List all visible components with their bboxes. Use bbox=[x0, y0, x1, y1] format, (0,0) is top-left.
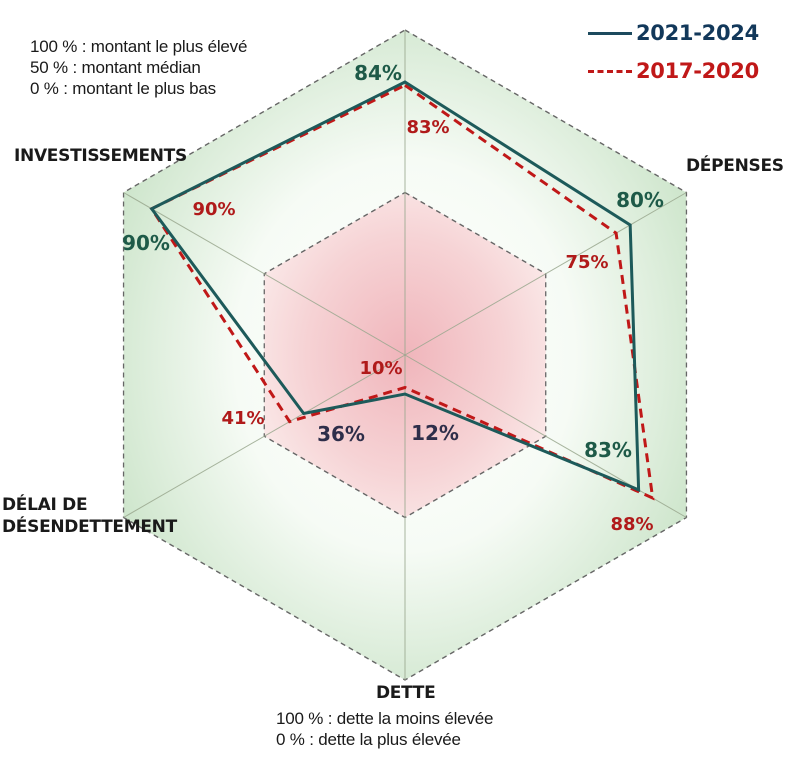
axis-label-investissements: INVESTISSEMENTS bbox=[14, 146, 187, 166]
legend-label: 2017-2020 bbox=[636, 59, 759, 83]
value-label-2021-2024-delai: 36% bbox=[317, 422, 365, 446]
value-labels: 84% 80% 83% 12% 36% 90% 83% 75% 88% 10% 41% 90% bbox=[122, 61, 664, 535]
value-label-2021-2024-dette: 12% bbox=[411, 421, 459, 445]
dette-note-line: 100 % : dette la moins élevée bbox=[276, 709, 494, 728]
scale-note: 100 % : montant le plus élevé 50 % : mon… bbox=[30, 36, 247, 99]
dette-note-line: 0 % : dette la plus élevée bbox=[276, 730, 461, 749]
axis-label-depenses: DÉPENSES bbox=[686, 156, 784, 176]
legend-solid-line-icon bbox=[588, 31, 632, 35]
value-label-2017-2020-top: 83% bbox=[406, 117, 449, 138]
dette-note: 100 % : dette la moins élevée 0 % : dett… bbox=[276, 708, 493, 750]
axis-label-delai-line: DÉSENDETTEMENT bbox=[2, 517, 177, 537]
scale-note-line: 100 % : montant le plus élevé bbox=[30, 37, 248, 56]
legend: 2021-2024 2017-2020 bbox=[588, 14, 759, 90]
axis-line-investissements bbox=[123, 192, 406, 356]
axis-line-delai bbox=[123, 354, 406, 518]
legend-item-2017-2020: 2017-2020 bbox=[588, 52, 759, 90]
legend-item-2021-2024: 2021-2024 bbox=[588, 14, 759, 52]
value-label-2021-2024-lower-right: 83% bbox=[584, 438, 632, 462]
legend-dashed-line-icon bbox=[588, 69, 632, 73]
axis-label-dette: DETTE bbox=[376, 683, 436, 703]
value-label-2017-2020-delai: 41% bbox=[221, 408, 264, 429]
legend-label: 2021-2024 bbox=[636, 21, 759, 45]
value-label-2017-2020-lower-right: 88% bbox=[610, 514, 653, 535]
value-label-2017-2020-depenses: 75% bbox=[565, 252, 608, 273]
radar-series bbox=[149, 80, 655, 501]
radar-grid bbox=[122, 29, 688, 681]
value-label-2021-2024-investissements: 90% bbox=[122, 231, 170, 255]
value-label-2017-2020-investissements: 90% bbox=[192, 199, 235, 220]
value-label-2021-2024-top: 84% bbox=[354, 61, 402, 85]
value-label-2021-2024-depenses: 80% bbox=[616, 188, 664, 212]
value-label-2017-2020-dette: 10% bbox=[359, 358, 402, 379]
scale-note-line: 0 % : montant le plus bas bbox=[30, 79, 216, 98]
axis-label-delai: DÉLAI DE DÉSENDETTEMENT bbox=[2, 494, 177, 538]
axis-line-depenses bbox=[404, 192, 687, 356]
scale-note-line: 50 % : montant médian bbox=[30, 58, 201, 77]
axis-label-delai-line: DÉLAI DE bbox=[2, 495, 88, 515]
